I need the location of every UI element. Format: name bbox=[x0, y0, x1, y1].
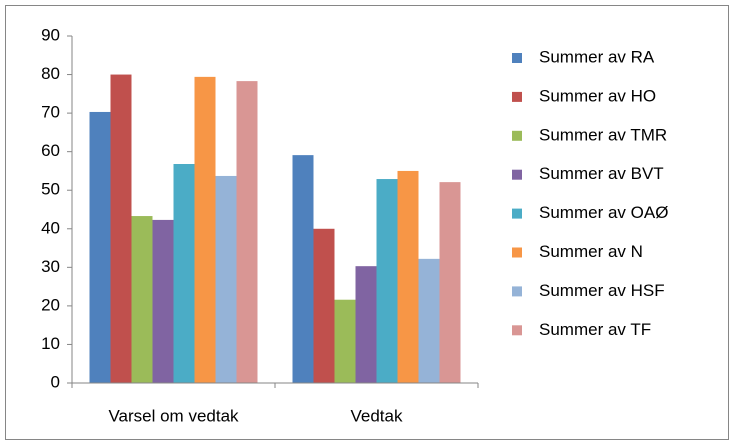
y-tick-label: 60 bbox=[41, 141, 60, 160]
bar bbox=[397, 170, 419, 383]
legend-label: Summer av BVT bbox=[539, 164, 664, 183]
bar bbox=[215, 175, 237, 383]
y-tick-label: 0 bbox=[51, 372, 60, 391]
bar bbox=[89, 111, 111, 384]
bar bbox=[376, 179, 398, 383]
bar bbox=[173, 164, 195, 383]
legend-swatch bbox=[512, 53, 522, 63]
legend-label: Summer av HO bbox=[539, 86, 656, 105]
bar bbox=[418, 258, 440, 383]
legend-swatch bbox=[512, 286, 522, 297]
legend-label: Summer av TF bbox=[539, 320, 651, 339]
y-tick-label: 70 bbox=[41, 103, 60, 122]
bar bbox=[355, 266, 377, 383]
legend-label: Summer av HSF bbox=[539, 281, 665, 300]
bar bbox=[236, 81, 258, 384]
y-tick-label: 20 bbox=[41, 295, 60, 314]
bar bbox=[292, 155, 314, 383]
bar bbox=[439, 182, 461, 383]
legend-label: Summer av N bbox=[539, 242, 643, 261]
legend-label: Summer av TMR bbox=[539, 125, 667, 144]
legend-swatch bbox=[512, 91, 522, 102]
bar bbox=[313, 228, 335, 383]
x-tick-label: Varsel om vedtak bbox=[108, 406, 239, 425]
legend-swatch bbox=[512, 208, 522, 219]
x-tick-label: Vedtak bbox=[351, 406, 403, 425]
y-tick-label: 30 bbox=[41, 257, 60, 276]
bar bbox=[194, 76, 216, 383]
bar bbox=[334, 299, 356, 383]
y-tick-label: 40 bbox=[41, 218, 60, 237]
y-tick-label: 50 bbox=[41, 180, 60, 199]
y-tick-label: 90 bbox=[41, 25, 60, 44]
legend-label: Summer av RA bbox=[539, 47, 655, 66]
legend-label: Summer av OAØ bbox=[539, 203, 668, 222]
legend-swatch bbox=[512, 169, 522, 180]
bar bbox=[152, 219, 174, 383]
y-tick-label: 80 bbox=[41, 64, 60, 83]
y-tick-label: 10 bbox=[41, 334, 60, 353]
bar bbox=[110, 74, 132, 384]
legend-swatch bbox=[512, 325, 522, 336]
legend-swatch bbox=[512, 130, 522, 141]
legend-swatch bbox=[512, 247, 522, 258]
bar bbox=[131, 216, 153, 383]
